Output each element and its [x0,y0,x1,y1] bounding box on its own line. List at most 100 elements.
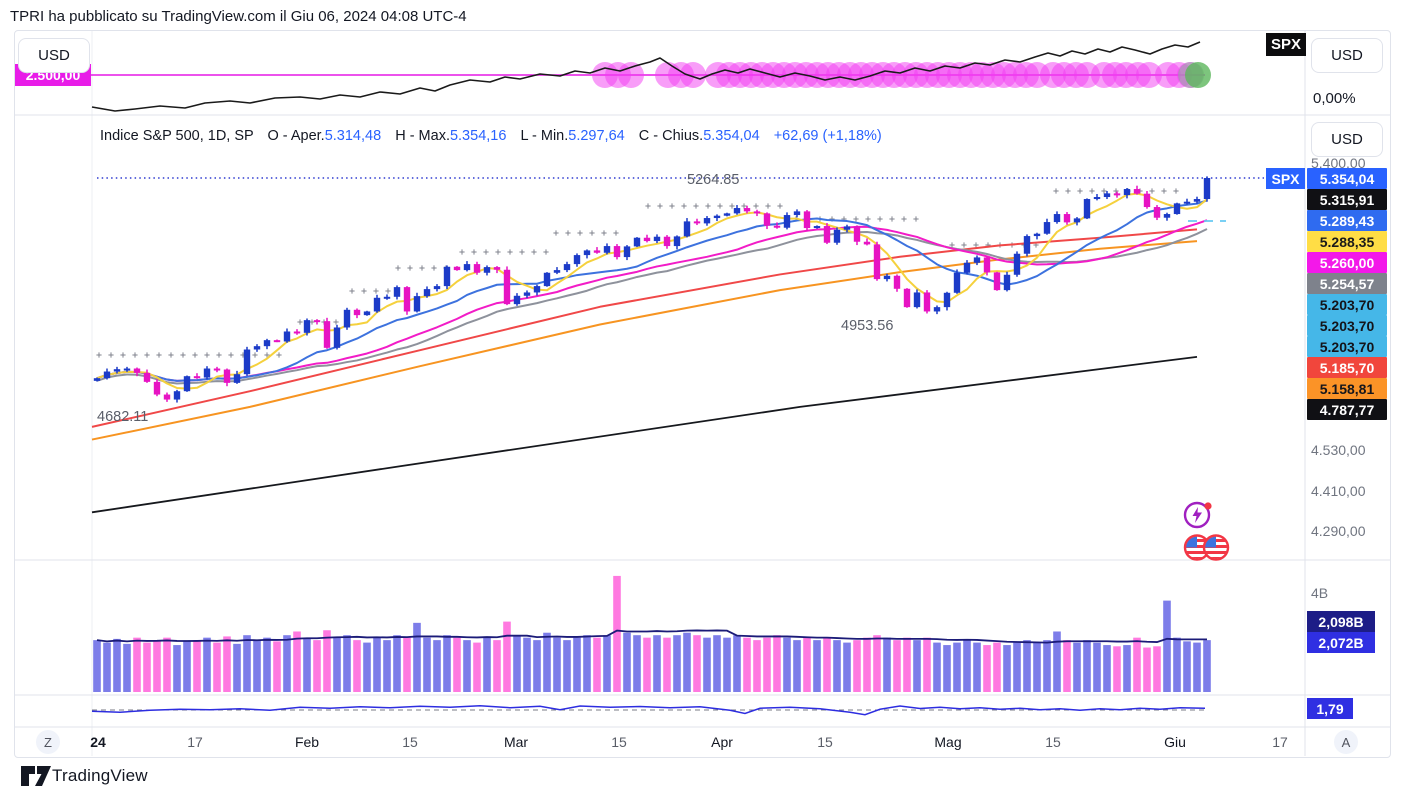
volume-bar [1133,637,1141,692]
candle-body [883,275,891,280]
volume-bar [1193,642,1201,692]
volume-bar [963,640,971,692]
volume-bar [923,637,931,692]
candle-body [303,320,311,333]
volume-bar [643,637,651,692]
currency-button-top-left[interactable]: USD [18,38,90,73]
volume-bar [433,640,441,692]
volume-bar [453,637,461,692]
currency-button-main[interactable]: USD [1311,122,1383,157]
candle-body [823,226,831,243]
time-tick: Feb [294,734,320,750]
volume-bar [763,637,771,692]
volume-bar [1173,637,1181,692]
volume-bar [613,575,621,692]
ma-line-magenta [96,219,1208,382]
candle-body [1073,218,1081,223]
volume-bar [1043,640,1051,692]
candle-body [483,267,491,273]
volume-bar [1003,645,1011,692]
candle-body [563,264,571,271]
candle-body [1033,233,1041,237]
volume-bar [183,641,191,692]
candle-body [323,321,331,348]
candle-body [903,288,911,308]
candle-body [313,320,321,323]
tradingview-brand-text[interactable]: TradingView [52,766,148,785]
volume-bar [603,635,611,692]
volume-bar [493,640,501,692]
candle-body [943,292,951,308]
volume-bar [1093,642,1101,692]
volume-bar [283,635,291,692]
top-overview-line [91,41,1201,112]
candle-body [163,394,171,400]
candle-body [103,371,111,379]
candle-body [923,292,931,312]
volume-bar [1013,642,1021,692]
volume-bar [483,637,491,692]
ma-line-gray [96,228,1208,385]
candle-body [763,213,771,226]
legend-high-value: 5.354,16 [449,128,507,144]
auto-scale-button[interactable]: A [1334,730,1358,754]
tradingview-logo-icon[interactable] [20,763,56,789]
candle-body [843,226,851,230]
volume-bar [393,635,401,692]
candle-body [833,229,841,243]
candle-body [663,236,671,247]
candle-body [673,236,681,247]
volume-bar [403,637,411,692]
volume-bar [1073,642,1081,692]
time-tick: Mag [934,734,962,750]
volume-bar [1183,641,1191,692]
volume-bar [163,637,171,692]
candle-body [583,250,591,256]
volume-bar [413,622,421,692]
earnings-lightning-icon[interactable] [1183,499,1215,531]
candle-body [123,368,131,371]
volume-bar [683,632,691,692]
currency-button-top-right[interactable]: USD [1311,38,1383,73]
time-tick: Giu [1164,734,1186,750]
ratio-series [91,704,1206,716]
ma-line-black [91,355,1198,514]
candle-body [733,208,741,214]
volume-bar [713,635,721,692]
volume-bar [853,640,861,692]
volume-bar [513,635,521,692]
us-economic-event-icon[interactable] [1182,532,1234,564]
volume-bar [673,635,681,692]
candle-body [463,264,471,271]
volume-bar [903,637,911,692]
plus-markers-row [349,288,391,294]
candle-body [183,376,191,392]
candle-body [793,211,801,216]
candle-body [643,237,651,242]
spx-price-flag: SPX [1266,168,1305,189]
candle-body [573,255,581,265]
volume-bar [753,640,761,692]
candle-body [423,289,431,297]
chart-legend[interactable]: Indice S&P 500, 1D, SP O - Aper.5.314,48… [100,128,882,144]
volume-bar [1203,640,1211,692]
volume-bar [373,637,381,692]
volume-bar [423,637,431,692]
candle-body [1023,236,1031,254]
volume-bar [383,640,391,692]
candle-body [543,272,551,287]
price-scale-label: 5.400,00 [1311,155,1366,171]
price-tag: 5.158,81 [1307,378,1387,399]
volume-bar [273,641,281,692]
top-overview-series [91,41,1211,112]
candle-body [693,221,701,224]
candle-body [503,269,511,305]
published-header: TPRI ha pubblicato su TradingView.com il… [10,8,467,25]
volume-bar [733,635,741,692]
candle-body [603,246,611,253]
legend-low-value: 5.297,64 [568,128,625,144]
candle-body [373,297,381,312]
scale-z-button[interactable]: Z [36,730,60,754]
